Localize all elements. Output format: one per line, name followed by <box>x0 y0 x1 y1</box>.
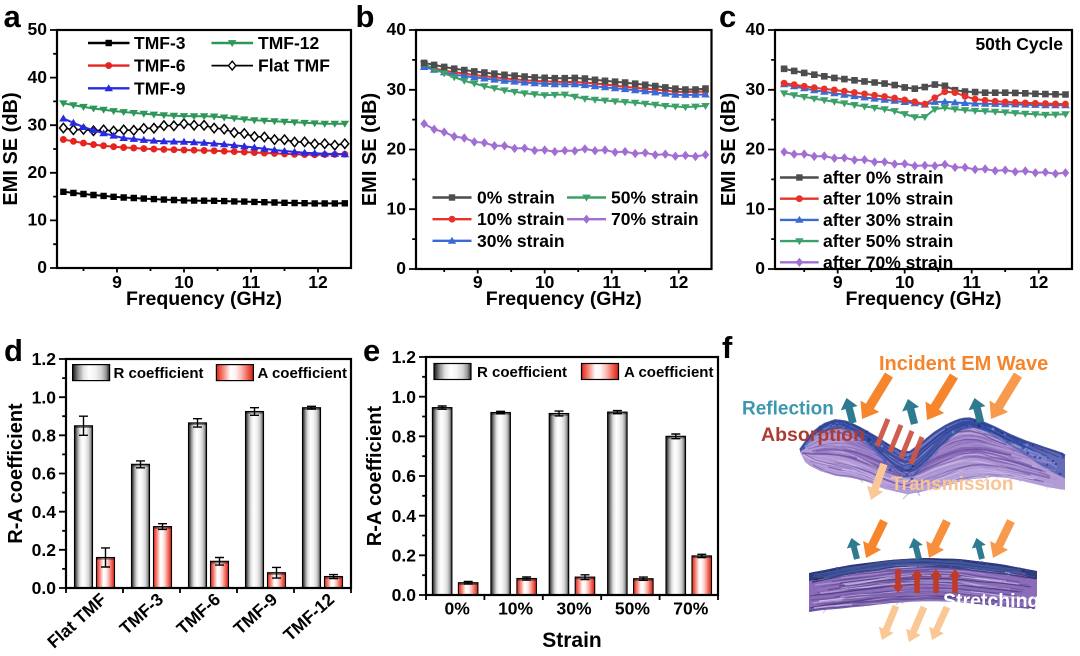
svg-text:after 0% strain: after 0% strain <box>823 168 944 188</box>
svg-text:30: 30 <box>387 79 407 99</box>
svg-text:EMI SE (dB): EMI SE (dB) <box>718 93 740 206</box>
svg-text:Transmission: Transmission <box>891 474 1014 495</box>
svg-text:40: 40 <box>28 67 48 87</box>
svg-text:30: 30 <box>746 79 766 99</box>
svg-text:after 10% strain: after 10% strain <box>823 189 953 209</box>
svg-text:0.4: 0.4 <box>32 502 57 522</box>
svg-text:a: a <box>4 0 22 34</box>
svg-text:30% strain: 30% strain <box>477 231 565 251</box>
svg-text:20: 20 <box>746 139 766 159</box>
svg-text:d: d <box>4 333 23 368</box>
svg-text:TMF-3: TMF-3 <box>134 33 186 53</box>
svg-text:after 50% strain: after 50% strain <box>823 231 953 251</box>
svg-text:12: 12 <box>1029 272 1049 292</box>
svg-text:EMI SE (dB): EMI SE (dB) <box>0 92 22 205</box>
svg-text:Frequency (GHz): Frequency (GHz) <box>845 288 1001 310</box>
svg-text:10% strain: 10% strain <box>477 209 565 229</box>
svg-text:9: 9 <box>833 272 843 292</box>
svg-text:e: e <box>363 333 380 368</box>
svg-text:b: b <box>356 0 375 34</box>
svg-text:11: 11 <box>602 272 621 292</box>
svg-text:10: 10 <box>535 272 555 292</box>
svg-text:1.0: 1.0 <box>392 387 417 407</box>
svg-text:after 30% strain: after 30% strain <box>823 210 953 230</box>
svg-text:R coefficient: R coefficient <box>477 364 567 381</box>
svg-text:Frequency (GHz): Frequency (GHz) <box>126 288 282 310</box>
svg-text:R coefficient: R coefficient <box>114 365 204 382</box>
svg-text:0: 0 <box>37 257 47 277</box>
svg-text:12: 12 <box>669 272 689 292</box>
svg-text:50: 50 <box>28 19 48 39</box>
svg-text:Frequency (GHz): Frequency (GHz) <box>486 288 642 310</box>
svg-text:50th Cycle: 50th Cycle <box>975 34 1063 54</box>
svg-text:0.0: 0.0 <box>392 585 417 605</box>
svg-text:70% strain: 70% strain <box>611 209 699 229</box>
svg-text:A coefficient: A coefficient <box>258 365 347 382</box>
svg-text:40: 40 <box>387 19 407 39</box>
svg-text:10: 10 <box>174 272 194 292</box>
svg-text:0.0: 0.0 <box>32 578 57 598</box>
svg-text:R-A coefficient: R-A coefficient <box>5 403 27 544</box>
svg-text:10: 10 <box>28 210 48 230</box>
svg-text:9: 9 <box>112 272 122 292</box>
svg-text:0: 0 <box>755 258 765 278</box>
svg-text:0.8: 0.8 <box>32 426 57 446</box>
svg-text:10: 10 <box>895 272 915 292</box>
svg-text:0: 0 <box>396 258 406 278</box>
svg-text:EMI SE (dB): EMI SE (dB) <box>359 93 381 206</box>
svg-text:f: f <box>722 330 733 365</box>
svg-text:TMF-6: TMF-6 <box>134 56 186 76</box>
svg-text:c: c <box>719 0 736 34</box>
svg-text:R-A coefficient: R-A coefficient <box>364 405 386 546</box>
svg-text:12: 12 <box>308 272 328 292</box>
svg-text:1.2: 1.2 <box>32 349 57 369</box>
svg-text:TMF-12: TMF-12 <box>258 33 320 53</box>
svg-text:Flat TMF: Flat TMF <box>258 56 330 76</box>
svg-text:30%: 30% <box>556 599 591 619</box>
svg-text:50% strain: 50% strain <box>611 188 699 208</box>
svg-text:Strain: Strain <box>542 629 602 652</box>
svg-text:1.2: 1.2 <box>392 347 417 367</box>
svg-text:11: 11 <box>962 272 981 292</box>
svg-text:Incident EM Wave: Incident EM Wave <box>879 353 1048 375</box>
svg-text:20: 20 <box>387 139 407 159</box>
svg-text:0.6: 0.6 <box>392 466 417 486</box>
svg-text:0.8: 0.8 <box>392 427 417 447</box>
svg-text:9: 9 <box>473 272 483 292</box>
svg-text:50%: 50% <box>615 599 650 619</box>
svg-text:0%: 0% <box>445 599 471 619</box>
svg-text:10: 10 <box>746 198 766 218</box>
svg-text:Reflection: Reflection <box>742 399 834 420</box>
svg-text:11: 11 <box>242 272 261 292</box>
svg-text:0% strain: 0% strain <box>477 188 555 208</box>
svg-text:10: 10 <box>387 198 407 218</box>
svg-text:40: 40 <box>746 19 766 39</box>
svg-text:10%: 10% <box>498 599 533 619</box>
svg-text:0.6: 0.6 <box>32 464 57 484</box>
svg-text:TMF-9: TMF-9 <box>134 78 186 98</box>
svg-text:20: 20 <box>28 162 48 182</box>
svg-text:1.0: 1.0 <box>32 387 57 407</box>
svg-text:0.2: 0.2 <box>392 546 417 566</box>
svg-text:Stretching: Stretching <box>943 590 1039 612</box>
svg-text:0.2: 0.2 <box>32 540 57 560</box>
svg-text:30: 30 <box>28 114 48 134</box>
svg-text:Absorption: Absorption <box>761 424 865 446</box>
svg-text:70%: 70% <box>673 599 708 619</box>
svg-text:A coefficient: A coefficient <box>624 364 713 381</box>
svg-text:0.4: 0.4 <box>392 506 417 526</box>
svg-text:after 70% strain: after 70% strain <box>823 252 953 272</box>
